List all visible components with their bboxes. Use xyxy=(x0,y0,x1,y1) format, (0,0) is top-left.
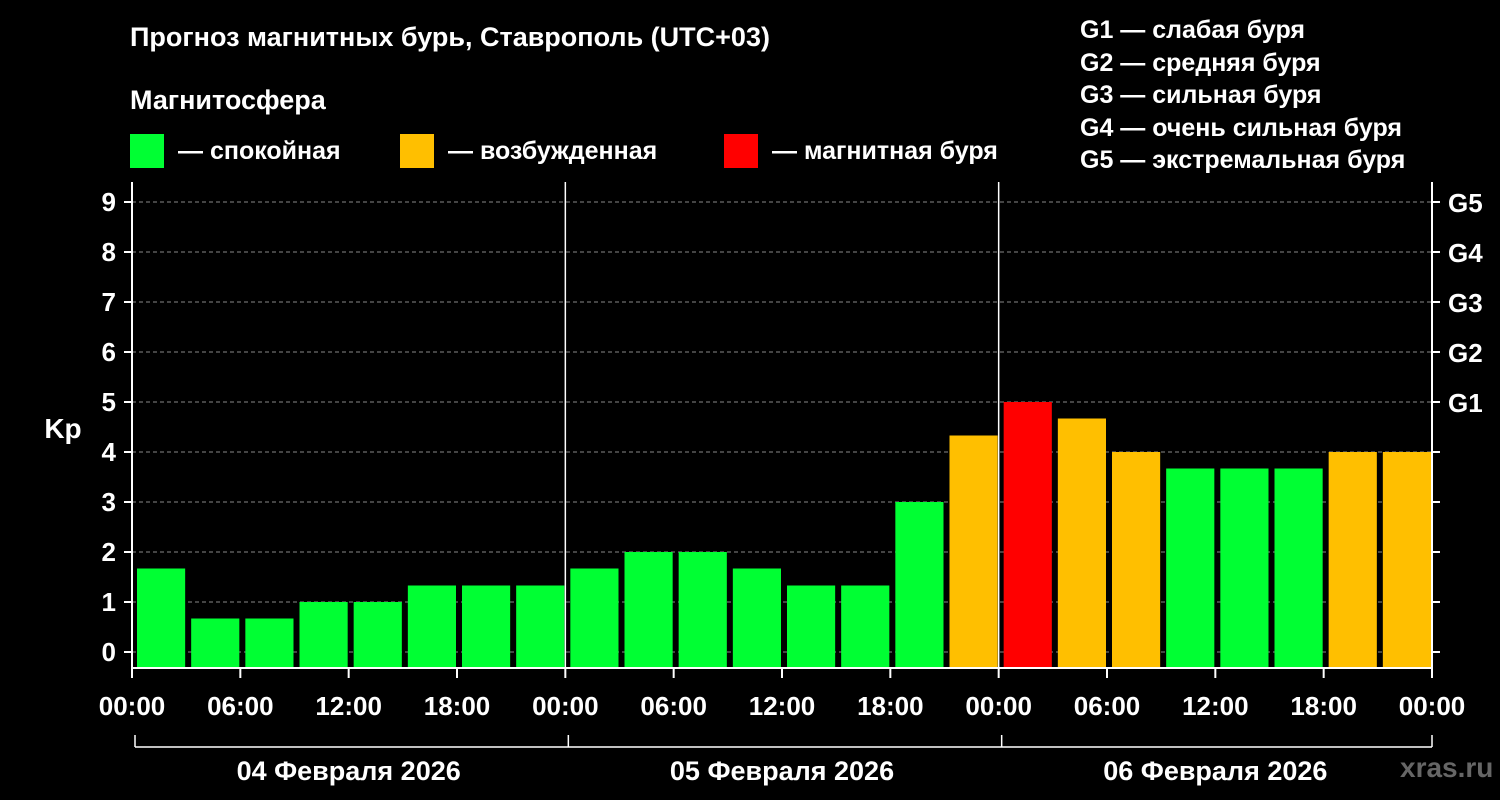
x-tick-label: 18:00 xyxy=(857,691,924,721)
kp-bar xyxy=(895,502,944,668)
chart-title: Прогноз магнитных бурь, Ставрополь (UTC+… xyxy=(130,22,770,52)
x-tick-label: 06:00 xyxy=(640,691,707,721)
kp-bar xyxy=(516,585,565,668)
x-tick-label: 18:00 xyxy=(424,691,491,721)
y-tick-label: 3 xyxy=(102,487,116,517)
x-tick-label: 12:00 xyxy=(315,691,382,721)
x-tick-label: 00:00 xyxy=(99,691,166,721)
day-label: 05 Февраля 2026 xyxy=(670,756,894,786)
kp-bar xyxy=(407,585,456,668)
y-tick-label: 9 xyxy=(102,187,116,217)
storm-level-tick-label: G3 xyxy=(1448,288,1483,318)
kp-bar xyxy=(1382,452,1431,668)
y-tick-label: 2 xyxy=(102,537,116,567)
storm-level-g4: G4 — очень сильная буря xyxy=(1080,113,1402,142)
legend-swatch-storm xyxy=(724,134,758,168)
x-tick-label: 18:00 xyxy=(1290,691,1357,721)
y-tick-label: 1 xyxy=(102,587,116,617)
kp-bar xyxy=(1328,452,1377,668)
kp-bar xyxy=(137,568,186,668)
x-tick-label: 00:00 xyxy=(965,691,1032,721)
kp-bar xyxy=(299,602,348,668)
kp-bar xyxy=(353,602,402,668)
kp-bar xyxy=(1220,468,1269,668)
kp-bar xyxy=(787,585,836,668)
watermark: xras.ru xyxy=(1400,752,1494,783)
kp-bar xyxy=(1003,402,1052,668)
legend-label-excited: — возбужденная xyxy=(448,136,658,165)
kp-bar xyxy=(1112,452,1161,668)
y-tick-label: 0 xyxy=(102,637,116,667)
legend-item-excited: — возбужденная xyxy=(400,134,657,168)
legend-item-calm: — спокойная xyxy=(130,134,341,168)
storm-level-tick-label: G1 xyxy=(1448,388,1483,418)
kp-bar xyxy=(841,585,890,668)
day-label: 04 Февраля 2026 xyxy=(237,756,461,786)
x-tick-label: 00:00 xyxy=(532,691,599,721)
kp-bar xyxy=(624,552,673,668)
kp-bar xyxy=(570,568,619,668)
x-tick-label: 00:00 xyxy=(1399,691,1466,721)
y-axis-label: Kp xyxy=(44,413,81,444)
y-tick-label: 8 xyxy=(102,237,116,267)
storm-level-g1: G1 — слабая буря xyxy=(1080,16,1306,44)
x-tick-label: 12:00 xyxy=(749,691,816,721)
legend-label-storm: — магнитная буря xyxy=(772,136,998,165)
kp-bar xyxy=(949,435,998,668)
y-tick-label: 6 xyxy=(102,337,116,367)
storm-level-g2: G2 — средняя буря xyxy=(1080,48,1321,77)
kp-bar xyxy=(1274,468,1323,668)
x-tick-label: 06:00 xyxy=(1074,691,1141,721)
kp-bar xyxy=(732,568,781,668)
storm-level-legend: G1 — слабая буря G2 — средняя буря G3 — … xyxy=(1080,14,1405,177)
kp-bar xyxy=(191,618,240,668)
legend-swatch-calm xyxy=(130,134,164,168)
chart-subtitle: Магнитосфера xyxy=(130,85,326,115)
legend-item-storm: — магнитная буря xyxy=(724,134,998,168)
x-tick-label: 06:00 xyxy=(207,691,274,721)
legend-label-calm: — спокойная xyxy=(178,136,341,165)
storm-level-tick-label: G5 xyxy=(1448,188,1483,218)
kp-bar xyxy=(1166,468,1215,668)
y-tick-label: 7 xyxy=(102,287,116,317)
kp-bar xyxy=(1057,418,1106,668)
x-tick-label: 12:00 xyxy=(1182,691,1249,721)
kp-bar xyxy=(678,552,727,668)
y-tick-label: 4 xyxy=(102,437,117,467)
legend-swatch-excited xyxy=(400,134,434,168)
storm-level-tick-label: G2 xyxy=(1448,338,1483,368)
kp-bar xyxy=(245,618,294,668)
storm-level-g3: G3 — сильная буря xyxy=(1080,81,1322,109)
y-tick-label: 5 xyxy=(102,387,116,417)
day-label: 06 Февраля 2026 xyxy=(1103,756,1327,786)
storm-level-g5: G5 — экстремальная буря xyxy=(1080,146,1406,174)
storm-level-tick-label: G4 xyxy=(1448,238,1483,268)
kp-bar xyxy=(462,585,511,668)
